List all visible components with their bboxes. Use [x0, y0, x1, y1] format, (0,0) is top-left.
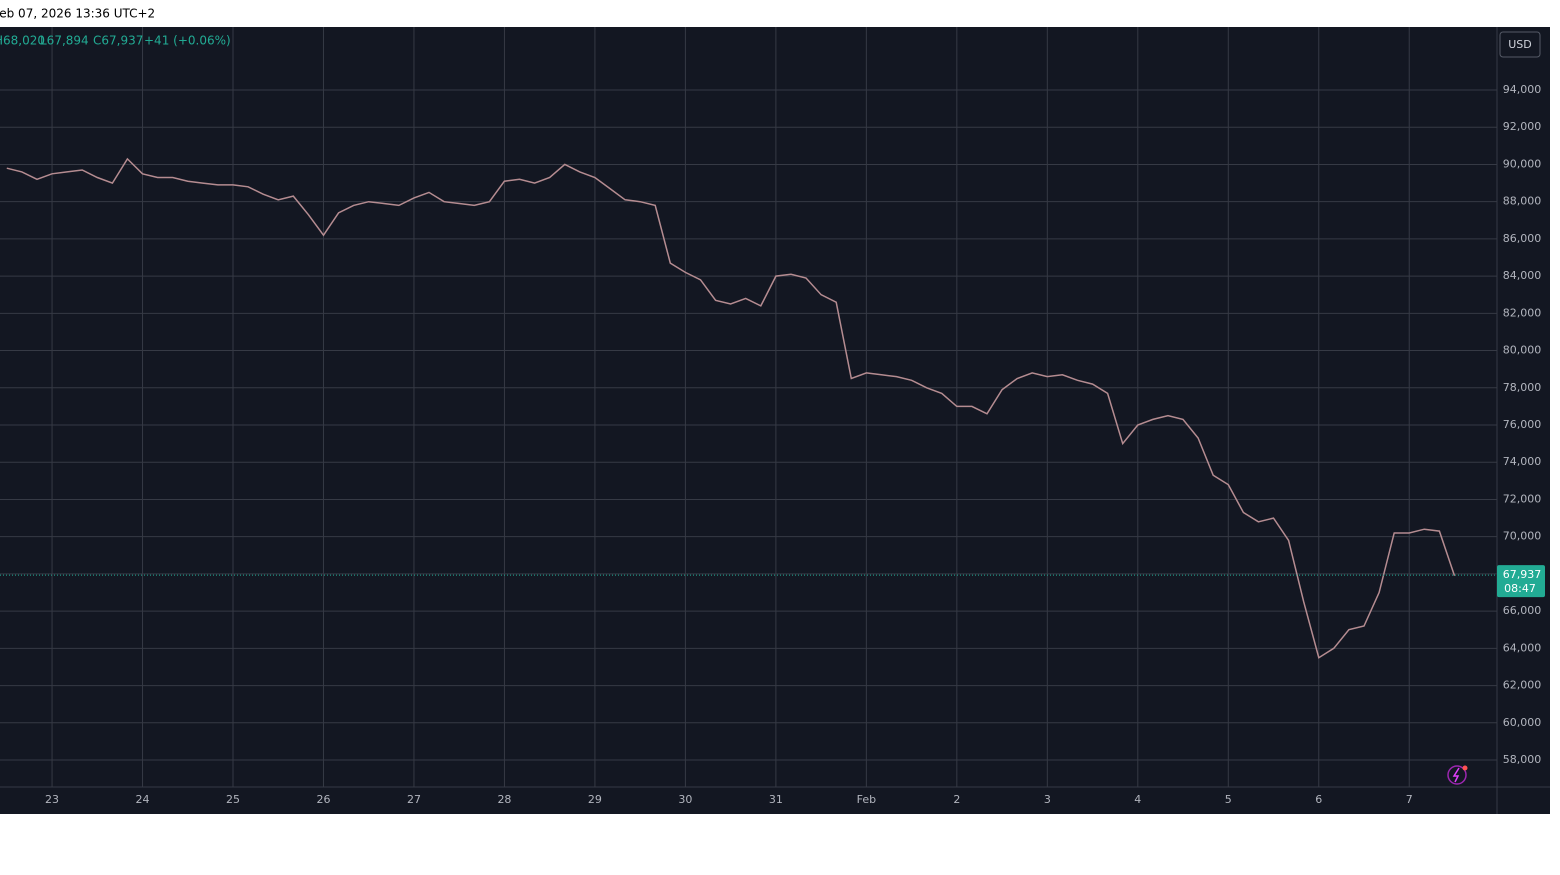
icon-bolt[interactable] [1452, 767, 1460, 783]
y-tick-label: 76,000 [1503, 418, 1542, 431]
chart-background [0, 27, 1550, 814]
x-tick-label: 27 [407, 793, 421, 806]
y-tick-label: 94,000 [1503, 83, 1542, 96]
x-tick-label: 4 [1134, 793, 1141, 806]
x-tick-label: 28 [497, 793, 511, 806]
icon-ring[interactable] [1447, 765, 1467, 785]
y-tick-label: 90,000 [1503, 157, 1542, 170]
y-tick-label: 66,000 [1503, 604, 1542, 617]
y-tick-label: 82,000 [1503, 306, 1542, 319]
legend-high: H68,020 [0, 34, 45, 48]
y-tick-label: 74,000 [1503, 455, 1542, 468]
y-tick-label: 64,000 [1503, 641, 1542, 654]
price-line [6, 157, 1456, 659]
x-tick-label: 3 [1044, 793, 1051, 806]
x-tick-label: 26 [316, 793, 330, 806]
y-tick-label: 60,000 [1503, 716, 1542, 729]
y-tick-label: 80,000 [1503, 344, 1542, 357]
icon-dot[interactable] [1462, 765, 1468, 771]
legend-change: +41 (+0.06%) [144, 34, 231, 48]
last-price-countdown: 08:47 [1504, 582, 1536, 595]
x-tick-label: 31 [769, 793, 783, 806]
x-tick-label: 25 [226, 793, 240, 806]
assistant-icon[interactable] [1447, 765, 1468, 785]
x-tick-label: 7 [1406, 793, 1413, 806]
y-tick-label: 62,000 [1503, 679, 1542, 692]
x-tick-label: 23 [45, 793, 59, 806]
y-tick-label: 92,000 [1503, 120, 1542, 133]
currency-box[interactable] [1499, 31, 1541, 58]
last-price-label: 67,937 [1503, 568, 1542, 581]
y-tick-label: 84,000 [1503, 269, 1542, 282]
x-tick-label: 24 [136, 793, 150, 806]
y-tick-label: 86,000 [1503, 232, 1542, 245]
y-tick-label: 70,000 [1503, 530, 1542, 543]
plot [0, 27, 1497, 787]
last-price-box [1497, 565, 1545, 598]
currency[interactable]: USD [1508, 38, 1532, 51]
x-tick-label: 29 [588, 793, 602, 806]
y-tick-label: 78,000 [1503, 381, 1542, 394]
legend-close: C67,937 [93, 34, 143, 48]
y-tick-label: 58,000 [1503, 753, 1542, 766]
x-tick-label: 6 [1315, 793, 1322, 806]
y-tick-label: 72,000 [1503, 492, 1542, 505]
x-tick-label: 5 [1225, 793, 1232, 806]
legend-low: L67,894 [40, 34, 89, 48]
header-datetime: Feb 07, 2026 13:36 UTC+2 [0, 7, 155, 21]
x-tick-label: Feb [857, 793, 876, 806]
y-tick-label: 88,000 [1503, 195, 1542, 208]
x-tick-label: 30 [678, 793, 692, 806]
x-tick-label: 2 [953, 793, 960, 806]
